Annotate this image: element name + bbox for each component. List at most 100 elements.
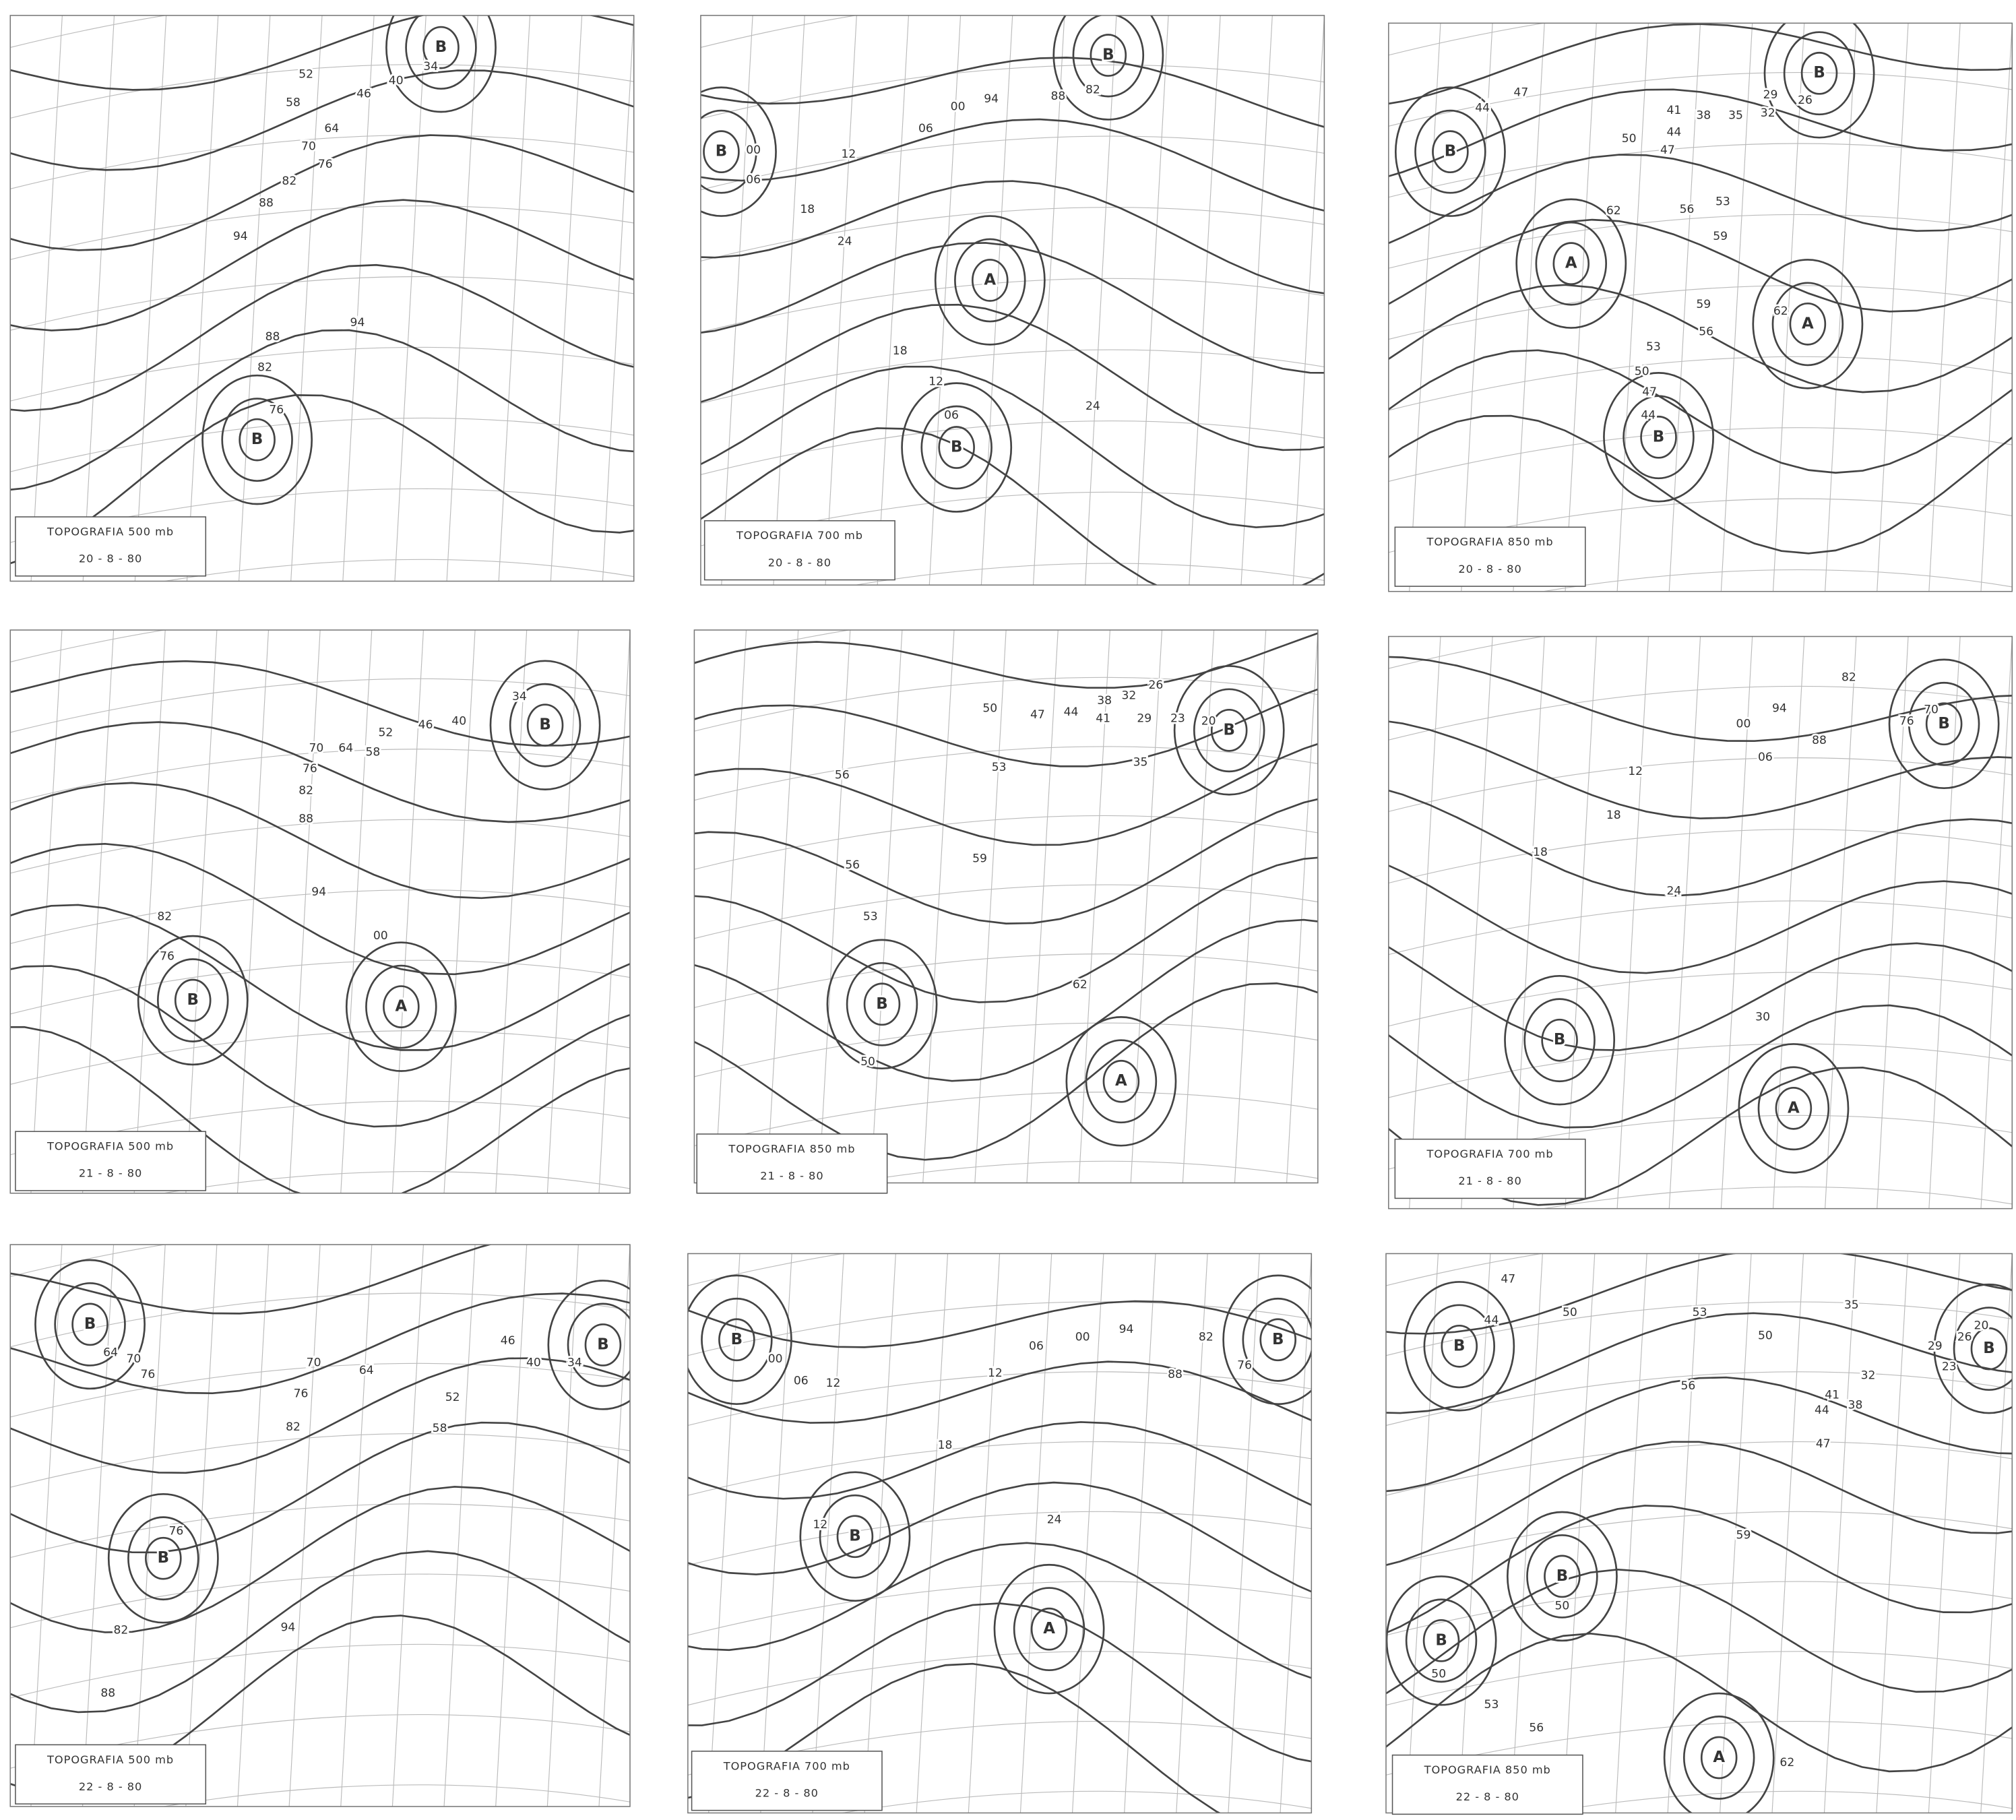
parallel xyxy=(1386,1581,2013,1636)
parallel xyxy=(10,749,630,804)
meridian xyxy=(1280,1253,1312,1813)
meridian xyxy=(1513,636,1545,1209)
map-panel: 82 70 76 B 94 00 88 06 12 18 18 24 B 30 A TOPOGRAFIA 70… xyxy=(1388,635,2013,1210)
map-body xyxy=(1386,1253,2013,1813)
contour-label: 00 xyxy=(746,144,761,157)
contour-label: 46 xyxy=(501,1334,515,1348)
contour-label: 82 xyxy=(298,784,313,798)
contour-label: 47 xyxy=(1816,1437,1831,1451)
map-panel: 00 06 B 12 06 00 94 88 82 B 18 24 A 18 12 06 B 24 TOPOGRAF… xyxy=(618,15,1325,586)
contour-label: 82 xyxy=(286,1420,301,1434)
meridian xyxy=(1825,636,1857,1209)
contour-label: 94 xyxy=(311,885,326,899)
contour-label: 50 xyxy=(1554,1599,1569,1612)
meridian xyxy=(1032,15,1065,586)
caption-date: 22 - 8 - 80 xyxy=(79,1780,142,1793)
caption-date: 21 - 8 - 80 xyxy=(79,1167,142,1180)
contour-label: 70 xyxy=(309,742,323,755)
map-body xyxy=(10,1245,630,1807)
contour-ring xyxy=(567,1303,630,1387)
contour-label: 47 xyxy=(1660,144,1675,157)
parallel xyxy=(10,1362,630,1418)
meridian xyxy=(1286,629,1318,1183)
parallel xyxy=(853,563,1325,586)
meridian xyxy=(766,629,799,1183)
contour xyxy=(1386,1632,2013,1773)
contour-ring xyxy=(1526,1534,1598,1619)
meridian xyxy=(1980,636,2013,1209)
meridian xyxy=(1980,23,2013,592)
parallel xyxy=(694,677,1318,732)
contour-ring xyxy=(1544,1555,1581,1598)
parallel xyxy=(687,1301,1312,1356)
meridian xyxy=(1019,1253,1052,1813)
contour-ring xyxy=(836,1515,874,1559)
parallel xyxy=(1388,685,2013,741)
caption-box xyxy=(15,516,207,577)
contour-label: 52 xyxy=(298,68,313,82)
contour-ring xyxy=(385,15,497,113)
meridian xyxy=(1565,636,1597,1209)
contour-ring xyxy=(687,1274,792,1406)
contour-label: 76 xyxy=(303,762,317,776)
meridian xyxy=(30,629,63,1193)
contour-label: 29 xyxy=(1763,88,1778,102)
meridian xyxy=(185,629,218,1193)
contour-label: 12 xyxy=(813,1518,827,1532)
parallel xyxy=(1388,829,2013,884)
parallel xyxy=(10,1292,630,1348)
parallel xyxy=(1388,757,2013,812)
pressure-center: B xyxy=(1102,46,1114,64)
pressure-center: A xyxy=(1043,1620,1055,1637)
meridian xyxy=(288,1245,321,1807)
caption-title: TOPOGRAFIA 700 mb xyxy=(723,1759,850,1772)
pressure-center: B xyxy=(539,716,550,734)
pressure-center: A xyxy=(1802,315,1814,332)
contour-label: 50 xyxy=(860,1055,875,1069)
pressure-center: B xyxy=(187,991,199,1009)
contour xyxy=(1388,864,2013,974)
meridian xyxy=(550,15,583,582)
meridian xyxy=(1339,630,1370,1183)
contour-label: 62 xyxy=(1773,305,1788,318)
meridian xyxy=(1720,1253,1752,1813)
contour-ring xyxy=(1535,221,1608,306)
contour-label: 18 xyxy=(1606,809,1621,822)
parallel xyxy=(161,1170,630,1193)
meridian xyxy=(618,15,649,585)
meridian xyxy=(10,629,11,637)
parallel xyxy=(840,1790,1312,1813)
contour-ring xyxy=(954,238,1026,323)
meridian xyxy=(1176,1253,1208,1813)
meridian xyxy=(133,629,166,1193)
meridian xyxy=(391,1245,424,1807)
pressure-center: B xyxy=(1272,1331,1284,1348)
meridian xyxy=(1085,15,1117,586)
meridian xyxy=(864,1253,896,1813)
meridian xyxy=(708,1253,741,1813)
meridian xyxy=(916,1253,949,1813)
contour-label: 00 xyxy=(373,929,388,943)
meridian xyxy=(1458,1253,1491,1813)
meridian xyxy=(974,629,1007,1183)
parallel xyxy=(700,278,1325,333)
contour-label: 59 xyxy=(972,852,987,866)
contour-label: 76 xyxy=(168,1525,183,1538)
meridian xyxy=(1461,23,1493,592)
contour-ring xyxy=(1210,708,1248,752)
pressure-center: B xyxy=(1813,64,1825,82)
parallel xyxy=(10,1030,630,1085)
contour-label: 23 xyxy=(1170,712,1185,726)
meridian xyxy=(185,1245,218,1807)
meridian xyxy=(687,1253,689,1261)
contour xyxy=(1388,789,2013,897)
parallel xyxy=(10,64,634,119)
contour xyxy=(700,303,1325,451)
contour-label: 94 xyxy=(350,316,365,330)
meridian xyxy=(134,15,167,582)
contour xyxy=(10,1026,630,1193)
meridian xyxy=(602,15,634,582)
parallel xyxy=(700,15,858,49)
meridian xyxy=(1292,15,1325,586)
contour-label: 41 xyxy=(1825,1388,1839,1402)
